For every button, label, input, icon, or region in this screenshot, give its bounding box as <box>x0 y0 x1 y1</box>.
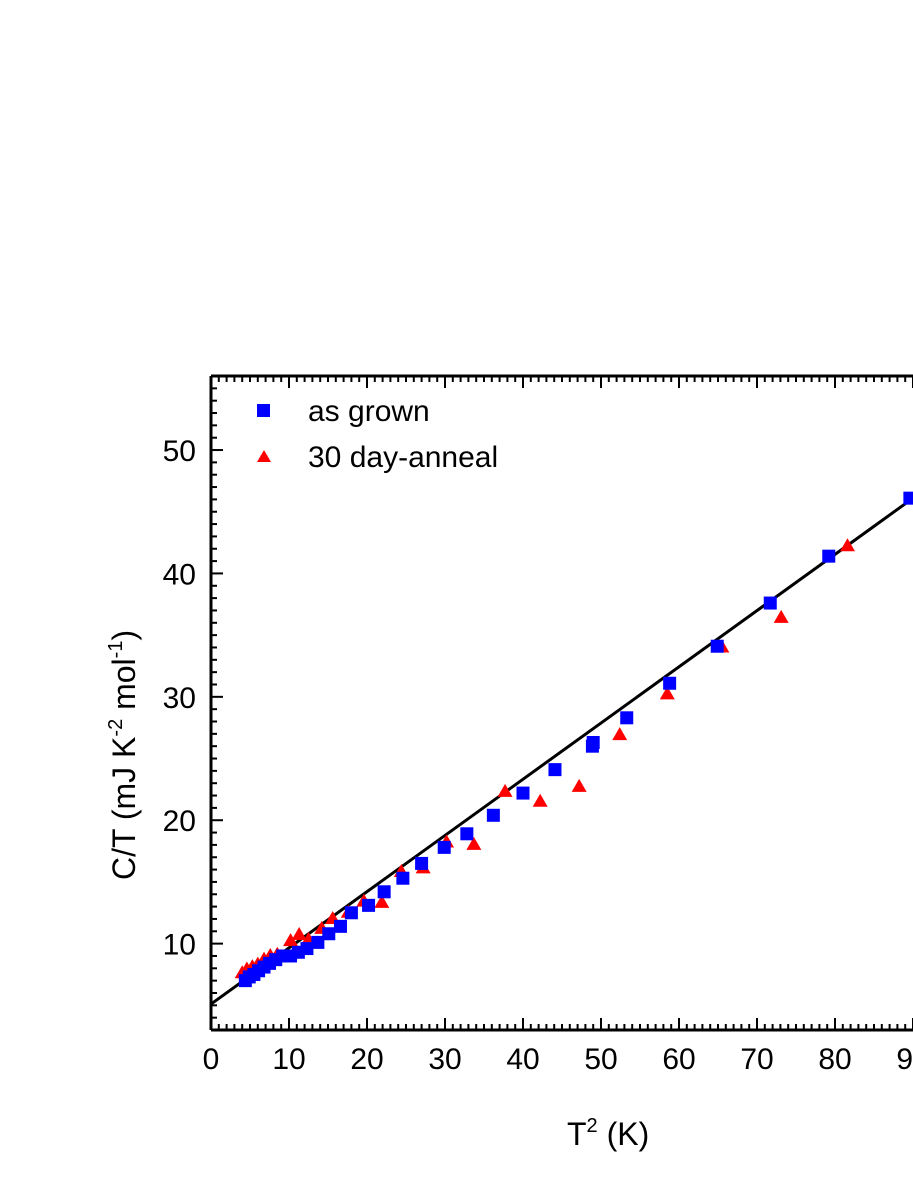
y-axis-title: C/T (mJ K-2 mol-1) <box>105 630 142 880</box>
x-tick-label: 30 <box>428 1043 461 1076</box>
x-tick-label: 60 <box>662 1043 695 1076</box>
point-30-day-anneal <box>374 894 390 908</box>
linear-fit-line <box>211 496 913 1006</box>
y-tick-label: 50 <box>163 435 196 468</box>
point-30-day-anneal <box>466 836 482 850</box>
x-tick-label: 20 <box>350 1043 383 1076</box>
legend: as grown 30 day-anneal <box>257 395 498 474</box>
point-as-grown <box>663 676 677 690</box>
y-tick-label: 40 <box>163 558 196 591</box>
point-30-day-anneal <box>283 933 299 947</box>
point-as-grown <box>460 827 474 841</box>
legend-marker-as-grown <box>257 404 270 417</box>
y-tick-label: 30 <box>163 682 196 715</box>
y-tick-label: 20 <box>163 805 196 838</box>
point-as-grown <box>344 906 358 920</box>
point-as-grown <box>437 840 451 854</box>
y-tick-label: 10 <box>163 929 196 962</box>
point-as-grown <box>396 871 410 885</box>
point-30-day-anneal <box>773 609 789 623</box>
x-tick-label: 90 <box>896 1043 913 1076</box>
point-30-day-anneal <box>532 793 548 807</box>
legend-label-as-grown: as grown <box>308 395 430 428</box>
point-30-day-anneal <box>497 783 513 797</box>
point-as-grown <box>710 639 724 653</box>
x-tick-labels: 0 10 20 30 40 50 60 70 80 90 <box>203 1043 913 1076</box>
point-as-grown <box>377 885 391 899</box>
point-as-grown <box>903 491 913 505</box>
major-ticks <box>210 376 913 1030</box>
plot-frame <box>209 374 913 1032</box>
point-as-grown <box>822 549 836 563</box>
point-as-grown <box>763 596 777 610</box>
point-as-grown <box>516 786 530 800</box>
point-as-grown <box>322 927 336 941</box>
point-as-grown <box>300 942 314 956</box>
x-tick-label: 50 <box>584 1043 617 1076</box>
x-tick-label: 70 <box>740 1043 773 1076</box>
y-tick-labels: 10 20 30 40 50 <box>163 435 196 962</box>
legend-label-30-day-anneal: 30 day-anneal <box>308 441 498 474</box>
point-30-day-anneal <box>659 686 675 700</box>
point-30-day-anneal <box>839 538 855 552</box>
x-tick-label: 0 <box>203 1043 220 1076</box>
point-as-grown <box>333 919 347 933</box>
point-30-day-anneal <box>571 778 587 792</box>
point-as-grown <box>620 711 634 725</box>
point-as-grown <box>586 735 600 749</box>
point-as-grown <box>548 763 562 777</box>
legend-marker-30-day-anneal <box>257 450 271 462</box>
x-tick-label: 80 <box>818 1043 851 1076</box>
point-as-grown <box>486 808 500 822</box>
minor-ticks <box>211 375 907 1031</box>
point-30-day-anneal <box>612 727 628 741</box>
data-layer <box>211 491 913 1006</box>
point-30-day-anneal <box>291 926 307 940</box>
x-tick-label: 10 <box>272 1043 305 1076</box>
point-as-grown <box>311 935 325 949</box>
x-tick-label: 40 <box>506 1043 539 1076</box>
point-as-grown <box>362 898 376 912</box>
x-axis-title: T2 (K) <box>567 1115 649 1152</box>
point-as-grown <box>415 856 429 870</box>
